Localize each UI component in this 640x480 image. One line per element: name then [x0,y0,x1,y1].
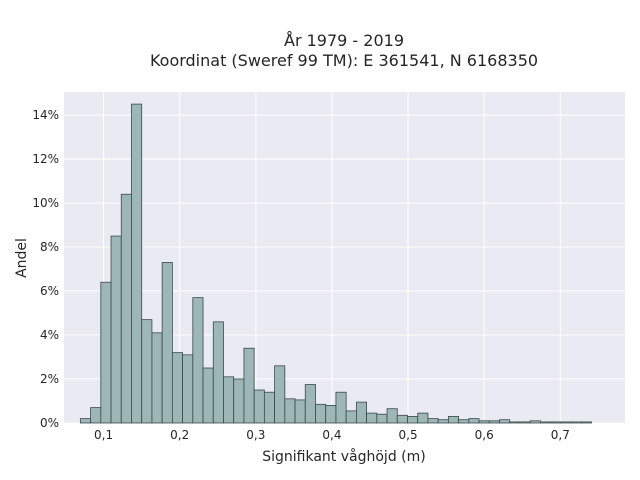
histogram-bar [509,421,521,424]
histogram-bar [366,412,378,424]
histogram-bar [212,321,224,424]
histogram-bar [120,193,132,424]
histogram-bar [478,420,490,424]
histogram-bar [110,235,122,424]
histogram-bar [345,410,357,424]
histogram-bar [407,416,419,424]
y-tick-label: 14% [32,108,59,122]
histogram-bar [161,262,173,424]
histogram-bar [284,398,296,424]
y-tick-label: 0% [40,416,59,430]
histogram-bar [437,419,449,424]
x-tick-label: 0,6 [475,428,494,442]
histogram-bar [376,413,388,424]
histogram-bar [243,347,255,424]
histogram-bar [131,103,143,424]
histogram-bar [294,399,306,424]
x-tick-label: 0,4 [322,428,341,442]
chart-title-line-2: Koordinat (Sweref 99 TM): E 361541, N 61… [150,51,538,70]
histogram-bar [447,416,460,424]
histogram-bar [171,352,183,424]
x-tick-label: 0,7 [551,428,570,442]
histogram-bar [417,412,429,424]
histogram-bar [192,297,204,424]
histogram-bar [539,421,552,424]
histogram-bar [355,401,368,424]
histogram-bar [550,421,562,424]
histogram-bar [325,405,337,424]
histogram-bar [151,332,163,424]
histogram-bars [79,103,592,424]
histogram-bar [304,384,316,424]
x-axis-ticks: 0,1 0,2 0,3 0,4 0,5 0,6 0,7 [94,428,570,442]
histogram-bar [274,365,286,424]
histogram-bar [202,367,214,424]
y-tick-label: 2% [40,372,59,386]
x-axis-label: Signifikant våghöjd (m) [262,448,425,465]
y-axis-ticks: 0% 2% 4% 6% 8% 10% 12% 14% [32,108,59,430]
histogram-bar [79,418,91,424]
y-axis-label: Andel [14,238,30,278]
y-tick-label: 8% [40,240,59,254]
histogram-bar [519,421,531,424]
y-tick-label: 6% [40,284,59,298]
histogram-bar [560,421,572,424]
histogram-bar [488,420,500,424]
histogram-bar [315,403,327,424]
y-tick-label: 4% [40,328,59,342]
histogram-bar [141,319,153,424]
y-tick-label: 12% [32,152,59,166]
x-tick-label: 0,3 [246,428,265,442]
histogram-bar [499,419,511,424]
histogram-bar [570,421,582,424]
histogram-bar [223,376,235,424]
histogram-bar [468,418,480,424]
histogram-bar [90,407,102,424]
histogram-bar [182,354,194,424]
histogram-bar [580,421,592,424]
chart-title-line-1: År 1979 - 2019 [284,31,404,50]
x-tick-label: 0,1 [94,428,113,442]
histogram-bar [263,391,275,424]
histogram-bar [233,378,245,424]
histogram-bar [386,408,398,424]
histogram-bar [253,389,265,424]
y-tick-label: 10% [32,196,59,210]
histogram-bar [335,391,347,424]
histogram-bar [529,420,541,424]
x-tick-label: 0,2 [170,428,189,442]
histogram-bar [427,418,439,424]
histogram-bar [100,281,112,424]
x-tick-label: 0,5 [399,428,418,442]
histogram-bar [396,414,408,424]
histogram-bar [458,419,470,424]
